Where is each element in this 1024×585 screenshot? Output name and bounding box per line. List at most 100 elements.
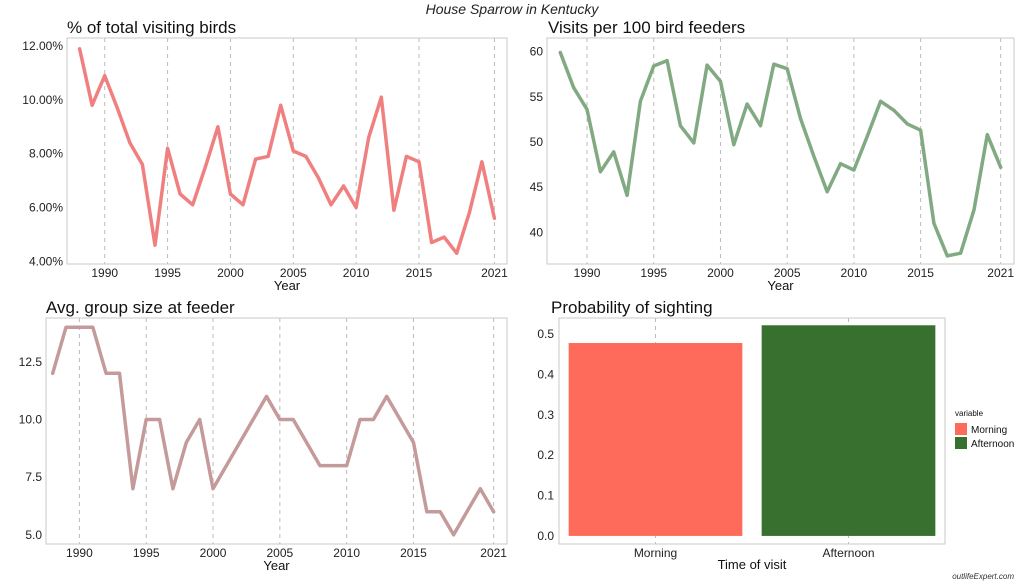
panel1-x-tick-label: 1995 [154,266,181,280]
panel3-x-tick-label: 1990 [66,546,93,560]
panel2-x-tick-label: 1990 [574,266,601,280]
panel3-data-point [438,510,442,514]
panel2-x-tick-label: 2000 [707,266,734,280]
panel2-x-tick-label: 2010 [841,266,868,280]
panel3-data-point [264,394,268,398]
panel1-data-point [241,203,245,207]
panel3-data-point [51,371,55,375]
panel3-data-point [411,441,415,445]
panel2-data-point [879,99,883,103]
panel2-data-point [625,193,629,197]
panel4-y-tick-label: 0.5 [537,327,554,341]
figure-title: House Sparrow in Kentucky [425,1,599,17]
panel2-series-line [558,50,1003,258]
panel1-data-point [90,103,94,107]
panel1-data-point [203,165,207,169]
panel1-y-tick-label: 12.00% [22,39,63,53]
panel1-x-axis-label: Year [274,278,301,293]
panel3-data-point [465,510,469,514]
panel4-bar-afternoon [761,325,936,536]
panel4-x-tick-label: Afternoon [822,546,874,560]
panel1-x-tick-label: 2021 [481,266,508,280]
panel4-x-axis-label: Time of visit [718,557,787,572]
panel1-data-point [455,251,459,255]
panel3-data-point [224,464,228,468]
panel2-x-tick-label: 1995 [640,266,667,280]
panel3-series-line [50,325,496,537]
panel1-data-point [367,136,371,140]
panel3-data-point [91,325,95,329]
panel2-data-point [812,154,816,158]
panel1-data-point [329,203,333,207]
panel3-data-point [238,441,242,445]
panel1-data-point [354,206,358,209]
panel1-series-line [77,47,497,255]
panel1-x-tick-label: 1990 [91,266,118,280]
panel1-data-point [78,47,82,51]
panel3-data-point [291,417,295,421]
panel2-data-point [825,190,829,194]
panel3-x-tick-label: 2021 [480,546,507,560]
panel3-data-point [251,417,255,421]
panel1-title: % of total visiting birds [67,18,236,37]
panel1-x-tick-label: 2000 [217,266,244,280]
panel1-data-point [342,184,346,188]
panel2-x-tick-label: 2021 [987,266,1014,280]
panel1-data-point [404,154,408,158]
panel1-data-point [153,243,157,247]
panel2-data-point [678,124,682,128]
panel3-y-tick-label: 7.5 [25,470,42,484]
panel2-data-point [985,133,989,137]
panel2-data-point [932,221,936,225]
panel4-bar-morning [568,343,743,536]
panel1-x-tick-label: 2015 [406,266,433,280]
panel3-data-point [452,533,456,537]
panel2-data-point [745,102,749,106]
panel1-data-point [254,157,258,161]
panel4-frame [558,317,946,545]
panel1-data-point [291,149,295,153]
panel3-data-point [144,417,148,421]
panel2-data-point [785,67,789,71]
legend-label: Afternoon [971,439,1014,450]
panel1-data-point [228,192,232,196]
panel3-data-point [104,371,108,375]
panel3-data-point [64,325,68,329]
panel2-data-point [732,143,736,147]
panel3-data-point [131,487,135,491]
panel2-data-point [852,168,856,172]
panel1-data-point [128,141,132,145]
panel2-data-point [638,99,642,103]
panel2-x-axis-label: Year [767,278,794,293]
panel3-data-point [305,441,309,445]
panel1-frame [66,37,508,265]
panel2-y-tick-label: 55 [530,90,544,104]
panel4-y-tick-label: 0.1 [537,489,554,503]
panel1-data-point [115,106,119,110]
panel3-data-point [211,487,215,491]
panel1-data-point [266,154,270,158]
panel3-y-tick-label: 10.0 [19,412,43,426]
panel2-data-point [692,141,696,145]
panel1-data-point [467,211,471,215]
panel4-y-tick-label: 0.0 [537,529,554,543]
panel2-data-point [945,254,949,258]
panel2-x-tick-label: 2005 [774,266,801,280]
panel2-data-point [758,124,762,128]
panel3-x-tick-label: 2000 [200,546,227,560]
panel2-data-point [865,135,869,139]
panel2-title: Visits per 100 bird feeders [548,18,745,37]
panel4-x-tick-label: Morning [634,546,677,560]
panel3-data-point [371,417,375,421]
panel3-data-point [478,487,482,491]
panel1-data-point [103,74,107,78]
panel3-data-point [171,487,175,491]
panel3-y-tick-label: 12.5 [19,355,43,369]
legend-label: Morning [971,425,1007,436]
panel3-data-point [425,510,429,514]
panel3-title: Avg. group size at feeder [46,298,235,317]
panel1-data-point [480,160,484,164]
panel2-data-point [905,122,909,126]
panel3-x-tick-label: 2005 [266,546,293,560]
